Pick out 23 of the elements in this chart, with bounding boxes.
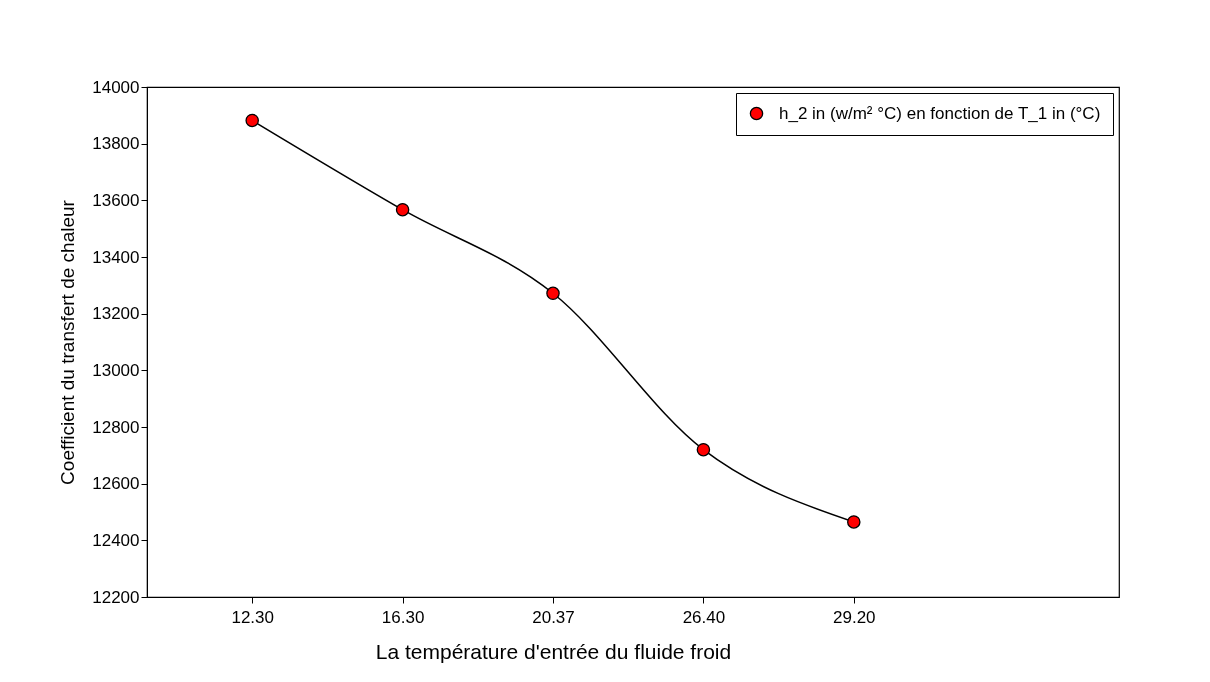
point <box>546 286 560 301</box>
x-tick-label: 29.20 <box>833 607 876 627</box>
y-tick-label: 13000 <box>92 360 140 380</box>
y-tick-label: 12600 <box>92 474 140 494</box>
point <box>847 515 861 529</box>
x-tick-label: 16.30 <box>381 607 425 627</box>
y-tick-label: 14000 <box>92 77 140 97</box>
y-tick-label: 12400 <box>92 530 140 550</box>
y-tick-label: 13400 <box>92 247 140 267</box>
point <box>245 113 259 128</box>
point <box>395 202 410 217</box>
y-axis-title: Coefficient du transfert de chaleur <box>57 199 79 485</box>
y-tick-label: 13600 <box>92 190 140 210</box>
legend-label: h_2 in (w/m² °C) en fonction de T_1 in (°C) <box>779 103 1101 123</box>
x-axis-title: La température d'entrée du fluide froid <box>375 639 732 663</box>
point <box>696 442 711 457</box>
y-tick-label: 13200 <box>92 304 140 324</box>
x-tick-label: 20.37 <box>532 607 575 627</box>
x-tick-label: 12.30 <box>231 607 274 627</box>
y-tick-label: 13800 <box>92 134 140 154</box>
y-tick-label: 12200 <box>92 587 140 607</box>
y-tick-label: 12800 <box>92 417 140 437</box>
x-tick-label: 26.40 <box>682 607 726 627</box>
